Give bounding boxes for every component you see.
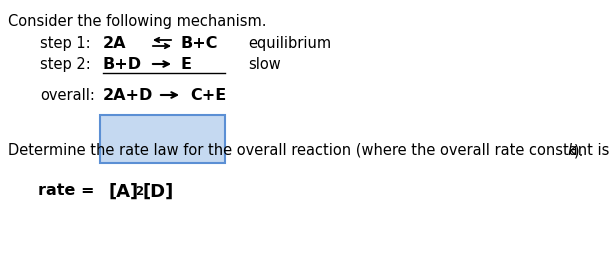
Text: [D]: [D]: [142, 183, 173, 201]
Text: Determine the rate law for the overall reaction (where the overall rate constant: Determine the rate law for the overall r…: [8, 143, 614, 158]
Text: 2A+D: 2A+D: [103, 88, 154, 103]
Text: step 1:: step 1:: [40, 36, 91, 51]
Text: ).: ).: [574, 143, 585, 158]
Text: k: k: [567, 143, 575, 158]
FancyBboxPatch shape: [100, 115, 225, 163]
Text: step 2:: step 2:: [40, 57, 91, 72]
Text: 2A: 2A: [103, 36, 126, 51]
Text: slow: slow: [248, 57, 281, 72]
Text: Consider the following mechanism.: Consider the following mechanism.: [8, 14, 266, 29]
Text: [A]: [A]: [108, 183, 138, 201]
Text: equilibrium: equilibrium: [248, 36, 331, 51]
Text: C+E: C+E: [190, 88, 226, 103]
Text: 2: 2: [135, 185, 143, 198]
Text: B+C: B+C: [180, 36, 217, 51]
Text: overall:: overall:: [40, 88, 95, 103]
Text: rate =: rate =: [38, 183, 100, 198]
Text: B+D: B+D: [103, 57, 142, 72]
Text: E: E: [180, 57, 191, 72]
